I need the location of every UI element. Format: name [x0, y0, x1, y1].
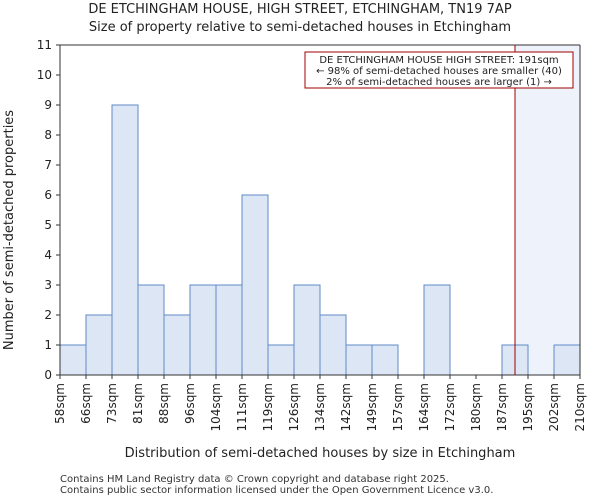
highlight-region [515, 45, 580, 375]
y-tick-label-2: 2 [44, 308, 52, 322]
bar-164sqm [423, 284, 451, 376]
x-tick-label-88sqm: 88sqm [157, 383, 171, 424]
bar-142sqm [345, 344, 373, 376]
bar-149sqm [371, 344, 399, 376]
bar-81sqm [137, 284, 165, 376]
bar-66sqm [85, 314, 113, 376]
x-tick-label-81sqm: 81sqm [131, 383, 145, 424]
x-tick-label-142sqm: 142sqm [339, 383, 353, 431]
bar-73sqm [111, 104, 139, 376]
y-tick-label-9: 9 [44, 98, 52, 112]
annotation-box [304, 51, 574, 89]
x-tick-label-96sqm: 96sqm [183, 383, 197, 424]
y-tick-label-11: 11 [37, 38, 52, 52]
annotation-line-1: DE ETCHINGHAM HOUSE HIGH STREET: 191sqm [319, 55, 558, 66]
x-tick-label-73sqm: 73sqm [105, 383, 119, 424]
y-axis-label: Number of semi-detached properties [2, 110, 17, 350]
x-tick-label-202sqm: 202sqm [547, 383, 561, 431]
footer-line-2: Contains public sector information licen… [60, 485, 494, 496]
x-tick-label-119sqm: 119sqm [261, 383, 275, 431]
y-tick-label-10: 10 [37, 68, 52, 82]
x-tick-label-164sqm: 164sqm [417, 383, 431, 431]
y-tick-label-4: 4 [44, 248, 52, 262]
x-tick-label-58sqm: 58sqm [53, 383, 67, 424]
y-tick-label-1: 1 [44, 338, 52, 352]
x-tick-label-104sqm: 104sqm [209, 383, 223, 431]
x-tick-label-126sqm: 126sqm [287, 383, 301, 431]
x-tick-label-172sqm: 172sqm [443, 383, 457, 431]
x-tick-label-180sqm: 180sqm [469, 383, 483, 431]
bar-126sqm [293, 284, 321, 376]
bar-111sqm [241, 194, 269, 376]
bar-58sqm [59, 344, 87, 376]
y-tick-label-3: 3 [44, 278, 52, 292]
x-tick-label-111sqm: 111sqm [235, 383, 249, 431]
x-tick-label-66sqm: 66sqm [79, 383, 93, 424]
footer-line-1: Contains HM Land Registry data © Crown c… [60, 474, 449, 485]
y-tick-label-7: 7 [44, 158, 52, 172]
x-tick-label-134sqm: 134sqm [313, 383, 327, 431]
annotation-line-3: 2% of semi-detached houses are larger (1… [326, 77, 552, 88]
y-tick-label-0: 0 [44, 368, 52, 382]
bar-104sqm [215, 284, 243, 376]
y-tick-label-6: 6 [44, 188, 52, 202]
bar-88sqm [163, 314, 191, 376]
x-tick-label-157sqm: 157sqm [391, 383, 405, 431]
x-tick-label-195sqm: 195sqm [521, 383, 535, 431]
y-tick-label-5: 5 [44, 218, 52, 232]
chart-subtitle: Size of property relative to semi-detach… [88, 20, 512, 35]
bar-202sqm [553, 344, 581, 376]
x-tick-label-187sqm: 187sqm [495, 383, 509, 431]
x-axis-label: Distribution of semi-detached houses by … [125, 446, 516, 461]
bar-134sqm [319, 314, 347, 376]
y-tick-label-8: 8 [44, 128, 52, 142]
bar-96sqm [189, 284, 217, 376]
chart-title: DE ETCHINGHAM HOUSE, HIGH STREET, ETCHIN… [88, 2, 512, 17]
annotation-line-2: ← 98% of semi-detached houses are smalle… [316, 66, 562, 77]
bar-119sqm [267, 344, 295, 376]
x-tick-label-149sqm: 149sqm [365, 383, 379, 431]
x-tick-label-210sqm: 210sqm [573, 383, 587, 431]
